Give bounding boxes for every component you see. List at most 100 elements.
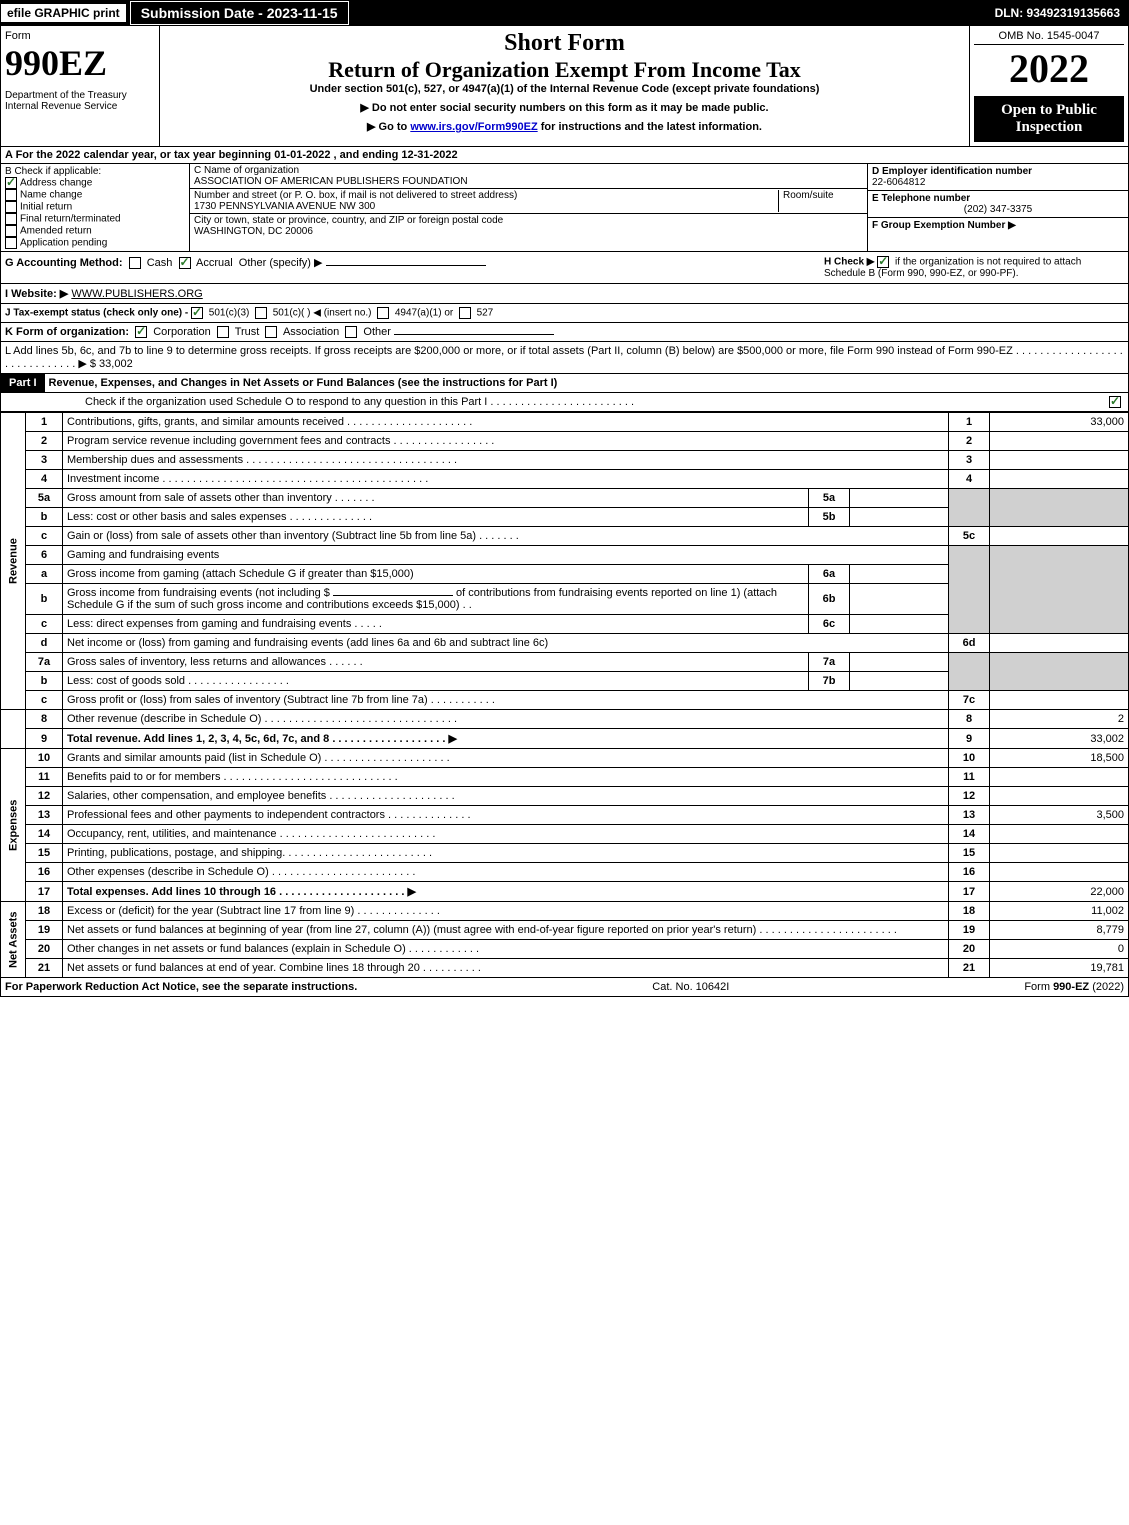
- part-1-label: Part I: [1, 374, 45, 392]
- line-16-desc: Other expenses (describe in Schedule O) …: [63, 863, 949, 882]
- checkbox-trust[interactable]: [217, 326, 229, 338]
- section-l: L Add lines 5b, 6c, and 7b to line 9 to …: [0, 342, 1129, 374]
- checkbox-501c[interactable]: [255, 307, 267, 319]
- line-7b-desc: Less: cost of goods sold . . . . . . . .…: [63, 672, 809, 691]
- irs-link[interactable]: www.irs.gov/Form990EZ: [410, 121, 537, 133]
- line-9-val: 33,002: [990, 729, 1129, 749]
- line-3-val: [990, 451, 1129, 470]
- line-8-desc: Other revenue (describe in Schedule O) .…: [63, 710, 949, 729]
- line-17-num: 17: [26, 882, 63, 902]
- line-6c-num: c: [26, 615, 63, 634]
- checkbox-other-org[interactable]: [345, 326, 357, 338]
- l-value: 33,002: [99, 358, 133, 370]
- label-trust: Trust: [235, 326, 260, 338]
- label-association: Association: [283, 326, 339, 338]
- line-6c-sv: [850, 615, 949, 634]
- header-right: OMB No. 1545-0047 2022 Open to Public In…: [969, 26, 1128, 146]
- c-city-label: City or town, state or province, country…: [194, 215, 503, 226]
- checkbox-527[interactable]: [459, 307, 471, 319]
- checkbox-501c3[interactable]: [191, 307, 203, 319]
- line-5c-num: c: [26, 527, 63, 546]
- section-def: D Employer identification number 22-6064…: [868, 164, 1128, 251]
- dept-label: Department of the Treasury: [5, 90, 155, 101]
- i-label: I Website: ▶: [5, 288, 68, 300]
- line-10-val: 18,500: [990, 749, 1129, 768]
- header-left: Form 990EZ Department of the Treasury In…: [1, 26, 160, 146]
- checkbox-4947[interactable]: [377, 307, 389, 319]
- line-6-desc: Gaming and fundraising events: [63, 546, 949, 565]
- line-17-val: 22,000: [990, 882, 1129, 902]
- top-bar: efile GRAPHIC print Submission Date - 20…: [0, 0, 1129, 26]
- org-street: 1730 PENNSYLVANIA AVENUE NW 300: [194, 201, 375, 212]
- side-label-revenue: Revenue: [1, 413, 26, 710]
- line-3-desc: Membership dues and assessments . . . . …: [63, 451, 949, 470]
- line-5a-desc: Gross amount from sale of assets other t…: [63, 489, 809, 508]
- section-e-label: E Telephone number: [872, 193, 970, 204]
- line-9-rn: 9: [949, 729, 990, 749]
- line-9-num: 9: [26, 729, 63, 749]
- line-4-rn: 4: [949, 470, 990, 489]
- goto-post: for instructions and the latest informat…: [538, 121, 762, 133]
- phone-value: (202) 347-3375: [872, 204, 1124, 215]
- line-8-rn: 8: [949, 710, 990, 729]
- l-text: L Add lines 5b, 6c, and 7b to line 9 to …: [5, 345, 1123, 370]
- line-7b-sn: 7b: [809, 672, 850, 691]
- checkbox-accrual[interactable]: [179, 257, 191, 269]
- line-4-val: [990, 470, 1129, 489]
- line-2-rn: 2: [949, 432, 990, 451]
- other-method-input[interactable]: [326, 265, 486, 266]
- line-6a-sv: [850, 565, 949, 584]
- line-6b-blank[interactable]: [333, 595, 453, 596]
- line-6a-num: a: [26, 565, 63, 584]
- line-5b-desc: Less: cost or other basis and sales expe…: [63, 508, 809, 527]
- line-5a-num: 5a: [26, 489, 63, 508]
- checkbox-address-change[interactable]: [5, 177, 17, 189]
- section-f-label: F Group Exemption Number ▶: [872, 220, 1016, 231]
- line-17-desc: Total expenses. Add lines 10 through 16 …: [63, 882, 949, 902]
- line-16-num: 16: [26, 863, 63, 882]
- h-label: H Check ▶: [824, 257, 874, 268]
- g-label: G Accounting Method:: [5, 257, 123, 269]
- section-b: B Check if applicable: Address change Na…: [1, 164, 190, 251]
- checkbox-schedule-o[interactable]: [1109, 396, 1121, 408]
- k-label: K Form of organization:: [5, 326, 129, 338]
- line-11-rn: 11: [949, 768, 990, 787]
- line-19-num: 19: [26, 921, 63, 940]
- form-label: Form: [5, 30, 155, 42]
- line-8-val: 2: [990, 710, 1129, 729]
- section-d-label: D Employer identification number: [872, 166, 1032, 177]
- line-6b-desc: Gross income from fundraising events (no…: [63, 584, 809, 615]
- checkbox-cash[interactable]: [129, 257, 141, 269]
- checkbox-initial-return[interactable]: [5, 201, 17, 213]
- line-7b-sv: [850, 672, 949, 691]
- other-org-input[interactable]: [394, 334, 554, 335]
- checkbox-amended-return[interactable]: [5, 225, 17, 237]
- efile-print-label[interactable]: efile GRAPHIC print: [1, 4, 126, 22]
- part-1-table: Revenue 1 Contributions, gifts, grants, …: [0, 412, 1129, 978]
- line-12-val: [990, 787, 1129, 806]
- label-address-change: Address change: [20, 178, 92, 189]
- checkbox-corporation[interactable]: [135, 326, 147, 338]
- line-19-desc: Net assets or fund balances at beginning…: [63, 921, 949, 940]
- section-gh: G Accounting Method: Cash Accrual Other …: [0, 252, 1129, 284]
- section-j: J Tax-exempt status (check only one) - 5…: [0, 304, 1129, 323]
- label-other-org: Other: [363, 326, 391, 338]
- footer: For Paperwork Reduction Act Notice, see …: [0, 978, 1129, 997]
- line-7a-sn: 7a: [809, 653, 850, 672]
- line-13-desc: Professional fees and other payments to …: [63, 806, 949, 825]
- checkbox-name-change[interactable]: [5, 189, 17, 201]
- checkbox-h[interactable]: [877, 256, 889, 268]
- line-5b-sn: 5b: [809, 508, 850, 527]
- line-12-num: 12: [26, 787, 63, 806]
- checkbox-application-pending[interactable]: [5, 237, 17, 249]
- part-1-check-text: Check if the organization used Schedule …: [5, 396, 1109, 408]
- line-2-desc: Program service revenue including govern…: [63, 432, 949, 451]
- line-1-rn: 1: [949, 413, 990, 432]
- checkbox-association[interactable]: [265, 326, 277, 338]
- c-name-label: C Name of organization: [194, 165, 299, 176]
- label-501c: 501(c)( ) ◀ (insert no.): [273, 308, 372, 319]
- shaded-7ab-val: [990, 653, 1129, 691]
- line-20-desc: Other changes in net assets or fund bala…: [63, 940, 949, 959]
- submission-date: Submission Date - 2023-11-15: [130, 1, 349, 25]
- checkbox-final-return[interactable]: [5, 213, 17, 225]
